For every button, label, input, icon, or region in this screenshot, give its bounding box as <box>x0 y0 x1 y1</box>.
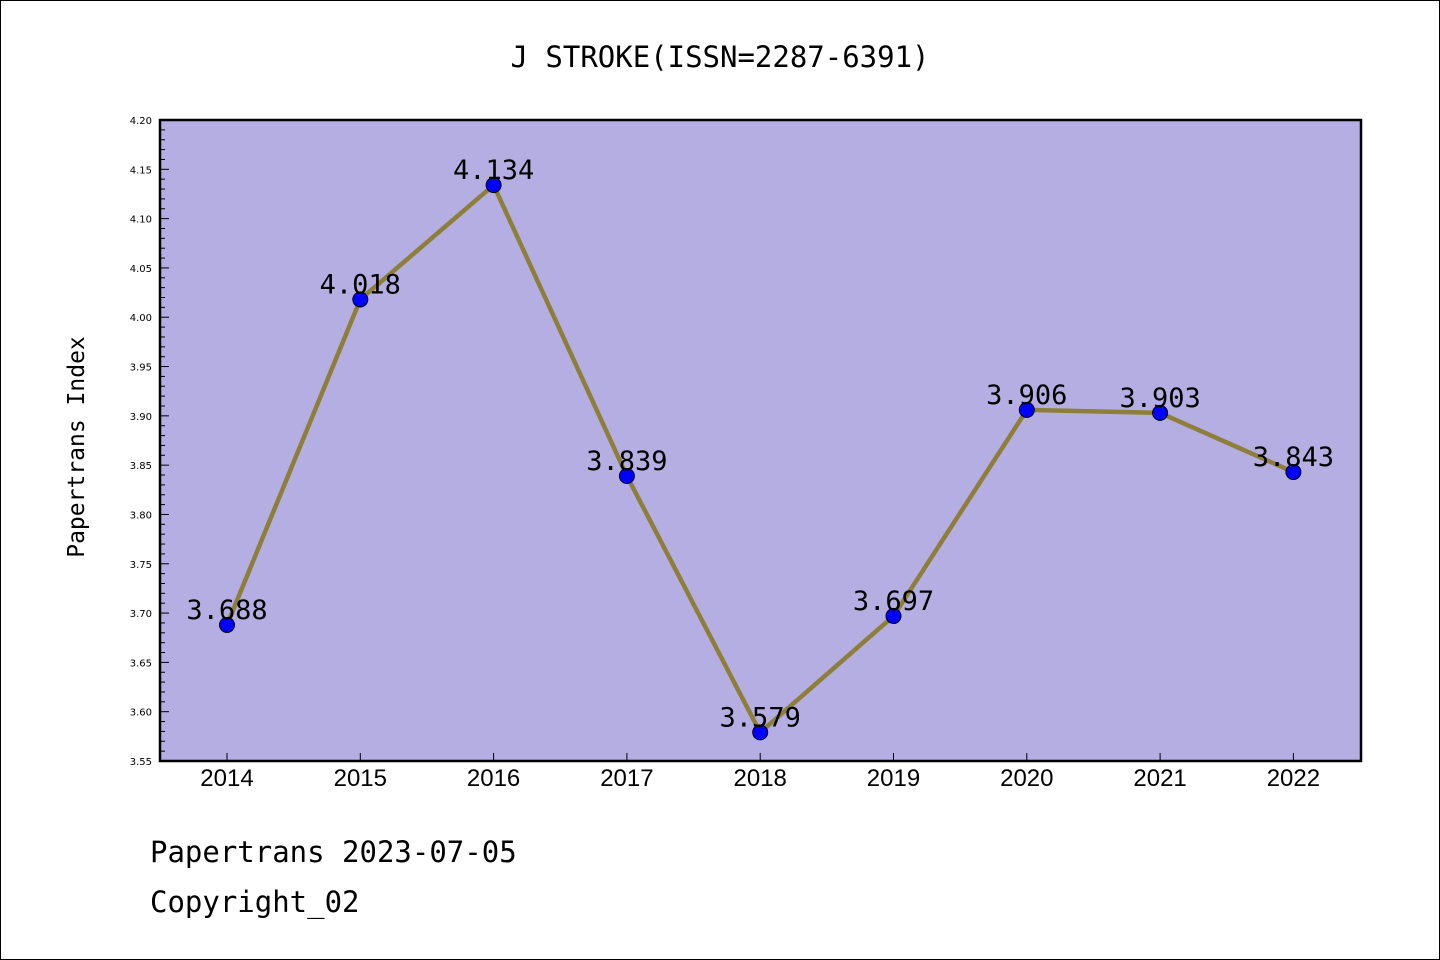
y-tick-label: 4.10 <box>130 215 152 226</box>
x-tick-label: 2022 <box>1267 765 1320 792</box>
chart-title: J STROKE(ISSN=2287-6391) <box>510 40 929 74</box>
y-tick-label: 3.95 <box>130 363 152 374</box>
x-tick-label: 2019 <box>867 765 920 792</box>
data-label: 3.843 <box>1253 442 1334 473</box>
y-tick-label: 4.05 <box>130 264 152 275</box>
series-group: 3.688 4.018 4.134 3.839 3.579 3.697 3.906 3.903… <box>186 155 1334 741</box>
data-point <box>1285 464 1302 481</box>
x-tick-label: 2017 <box>600 765 653 792</box>
data-label: 4.134 <box>453 155 534 186</box>
x-axis: 2014 2015 2016 2017 2018 2019 2020 2021 2022 <box>200 753 1320 792</box>
y-tick-label: 4.15 <box>130 165 152 176</box>
y-tick-label: 3.70 <box>130 609 152 620</box>
plot-border <box>158 118 1363 763</box>
y-tick-label: 3.60 <box>130 708 152 719</box>
x-tick-label: 2014 <box>200 765 253 792</box>
data-label: 3.697 <box>853 586 934 617</box>
x-tick-label: 2018 <box>734 765 787 792</box>
data-label: 3.579 <box>720 702 801 733</box>
data-point <box>752 724 769 741</box>
y-tick-label: 3.85 <box>130 461 152 472</box>
footer-date: Papertrans 2023-07-05 <box>150 835 517 869</box>
y-tick-label: 3.75 <box>130 560 152 571</box>
data-point <box>485 177 502 194</box>
y-tick-label: 3.80 <box>130 510 152 521</box>
plot-area <box>160 120 1361 761</box>
x-tick-label: 2020 <box>1000 765 1053 792</box>
y-tick-label: 3.90 <box>130 412 152 423</box>
data-label: 3.903 <box>1119 383 1200 414</box>
y-tick-label: 3.55 <box>130 757 152 768</box>
data-label: 4.018 <box>320 269 401 300</box>
data-point <box>618 468 635 485</box>
x-tick-label: 2021 <box>1133 765 1186 792</box>
data-point <box>885 608 902 625</box>
data-point <box>1018 401 1035 418</box>
y-tick-label: 3.65 <box>130 658 152 669</box>
y-tick-label: 4.20 <box>130 116 152 127</box>
footer-copyright: Copyright_02 <box>150 885 360 919</box>
y-tick-label: 4.00 <box>130 313 152 324</box>
data-point <box>219 616 235 633</box>
x-tick-label: 2015 <box>334 765 387 792</box>
y-axis-label: Papertrans Index <box>64 336 90 558</box>
data-point <box>1152 404 1169 421</box>
data-label: 3.906 <box>986 380 1067 411</box>
data-label: 3.839 <box>586 446 667 477</box>
x-tick-label: 2016 <box>467 765 520 792</box>
data-label: 3.688 <box>186 595 267 626</box>
data-point <box>352 291 369 308</box>
